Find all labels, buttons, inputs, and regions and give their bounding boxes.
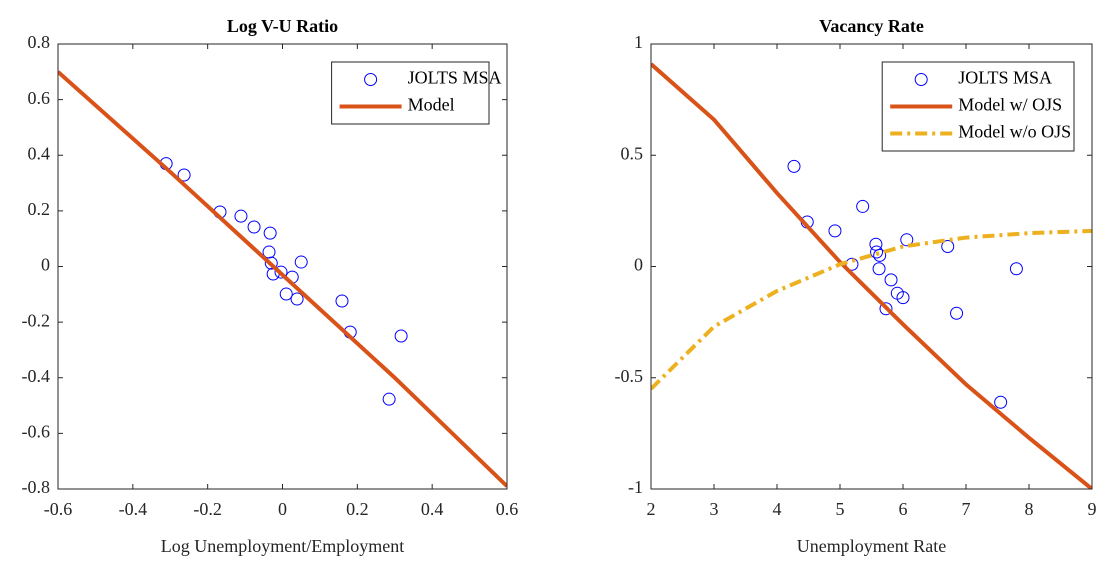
chart: Vacancy Rate Unemployment Rate 2 3 4 5 6 7 8 9 -1 -… (615, 16, 1097, 556)
data-point (264, 256, 278, 270)
data-point (290, 292, 304, 306)
legend-label: Model w/o OJS (958, 122, 1071, 142)
y-tick-label: 0 (41, 255, 50, 275)
y-tick-label: -0.4 (22, 366, 51, 386)
y-tick-label: 0.4 (28, 143, 51, 163)
series-line (651, 62, 1092, 489)
data-point (177, 168, 191, 182)
legend: JOLTS MSA Model w/ OJS Model w/o OJS (881, 61, 1075, 152)
y-tick-label: 0 (634, 255, 643, 275)
y-tick-label: -0.5 (615, 366, 644, 386)
data-point (1009, 262, 1023, 276)
series-line (58, 70, 507, 488)
y-tick-label: 0.8 (28, 32, 51, 52)
y-tick-label: 0.2 (28, 199, 51, 219)
legend-marker (364, 73, 378, 86)
x-tick-label: 0.2 (346, 499, 369, 519)
legend-label: JOLTS MSA (958, 68, 1052, 88)
y-tick-label: -0.2 (22, 310, 51, 330)
x-tick-label: 7 (962, 499, 971, 519)
data-point (941, 239, 955, 253)
x-tick-label: -0.2 (193, 499, 222, 519)
data-point (394, 329, 408, 343)
data-point (279, 287, 293, 301)
legend-label: Model (408, 95, 455, 115)
x-axis-label: Log Unemployment/Employment (161, 536, 404, 556)
chart-title: Log V-U Ratio (227, 16, 338, 36)
data-point (274, 265, 288, 279)
data-point (294, 255, 308, 269)
legend-label: JOLTS MSA (408, 68, 502, 88)
legend-label: Model w/ OJS (958, 95, 1062, 115)
legend-marker (914, 73, 928, 86)
data-point (247, 220, 261, 234)
data-point (873, 248, 887, 262)
data-point (896, 291, 910, 305)
chart-title: Vacancy Rate (819, 16, 924, 36)
data-point (856, 199, 870, 213)
x-tick-label: 6 (899, 499, 908, 519)
data-point (382, 392, 396, 406)
y-tick-label: -0.6 (22, 422, 51, 442)
x-tick-label: 0.4 (421, 499, 444, 519)
y-tick-label: -1 (628, 477, 643, 497)
data-point (870, 245, 884, 259)
y-tick-label: 1 (634, 32, 643, 52)
axes-frame (650, 43, 1093, 490)
chart: Log V-U Ratio Log Unemployment/Employment… (22, 16, 519, 556)
x-tick-label: 2 (647, 499, 656, 519)
x-tick-label: 8 (1025, 499, 1034, 519)
data-point (263, 226, 277, 240)
y-tick-label: -0.8 (22, 477, 51, 497)
y-tick-label: 0.5 (621, 143, 644, 163)
data-point (787, 159, 801, 173)
data-point (872, 262, 886, 276)
x-tick-label: -0.4 (119, 499, 148, 519)
axes-frame (57, 43, 508, 490)
x-tick-label: 0 (278, 499, 287, 519)
data-point (884, 273, 898, 287)
data-point (994, 395, 1008, 409)
data-point (879, 302, 893, 316)
data-point (234, 209, 248, 223)
data-point (900, 233, 914, 247)
x-tick-label: -0.6 (44, 499, 73, 519)
data-point (335, 294, 349, 308)
data-point (950, 306, 964, 320)
x-tick-label: 0.6 (496, 499, 519, 519)
legend-box (331, 61, 490, 125)
legend: JOLTS MSA Model (331, 61, 502, 125)
data-point (828, 224, 842, 238)
x-tick-label: 9 (1088, 499, 1097, 519)
y-tick-label: 0.6 (28, 88, 51, 108)
x-tick-label: 3 (710, 499, 719, 519)
x-tick-label: 4 (773, 499, 782, 519)
x-axis-label: Unemployment Rate (797, 536, 946, 556)
series-line (651, 228, 1092, 391)
x-tick-label: 5 (836, 499, 845, 519)
